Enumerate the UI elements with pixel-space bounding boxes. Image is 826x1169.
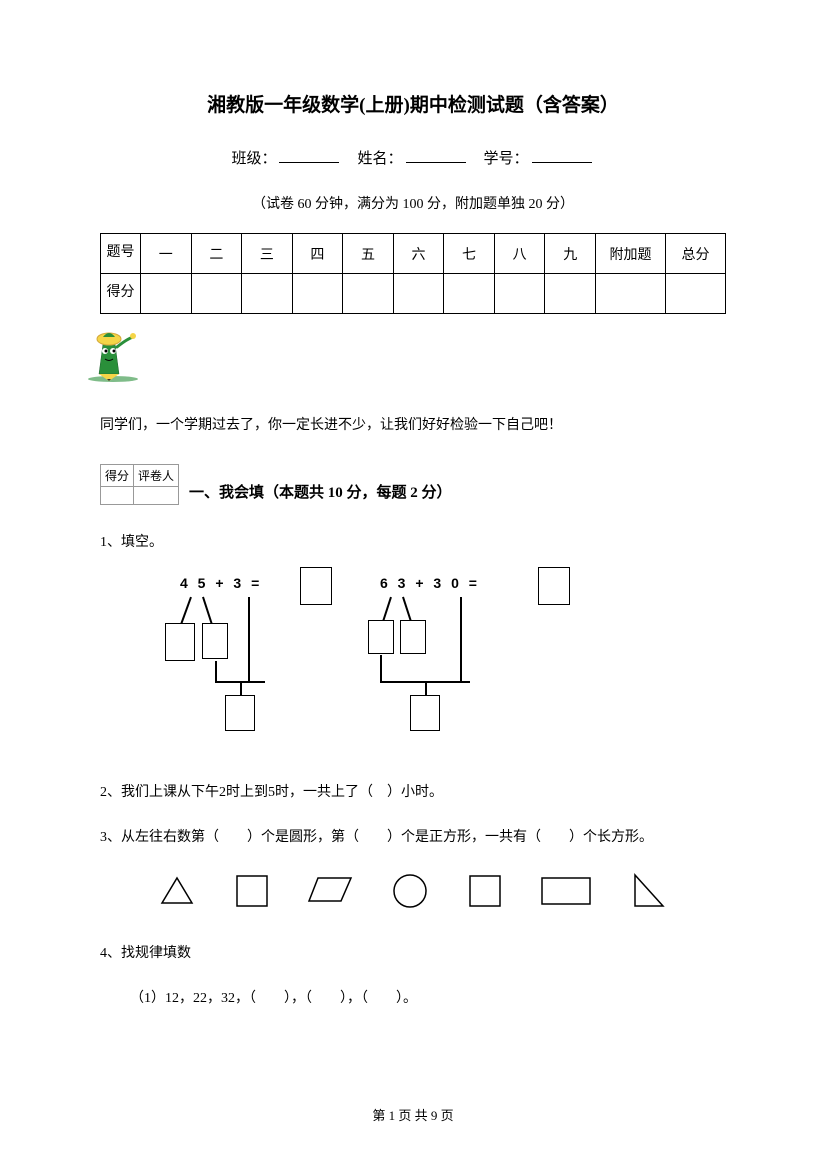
mini-score-cell[interactable] — [101, 487, 134, 505]
question-4: 4、找规律填数 — [100, 941, 726, 966]
score-cell[interactable] — [596, 274, 666, 314]
eq2-text: 6 3 + 3 0 = — [380, 575, 480, 591]
class-input-line[interactable] — [279, 162, 339, 163]
score-cell[interactable] — [141, 274, 192, 314]
square-icon — [465, 873, 505, 908]
pencil-mascot-icon — [85, 329, 726, 389]
parallelogram-icon — [306, 873, 356, 908]
combine-line — [248, 681, 265, 683]
mini-grader-label: 评卷人 — [134, 465, 179, 487]
col-1: 一 — [141, 234, 192, 274]
grader-mini-table: 得分 评卷人 — [100, 464, 179, 505]
question-2: 2、我们上课从下午2时上到5时，一共上了（ ）小时。 — [100, 780, 726, 805]
square-icon — [232, 873, 272, 908]
answer-box[interactable] — [225, 695, 255, 731]
col-8: 八 — [494, 234, 545, 274]
id-input-line[interactable] — [532, 162, 592, 163]
page-footer: 第 1 页 共 9 页 — [0, 1105, 826, 1124]
answer-box[interactable] — [300, 567, 332, 605]
col-2: 二 — [191, 234, 242, 274]
split-line — [202, 597, 212, 624]
score-cell[interactable] — [494, 274, 545, 314]
exam-note: （试卷 60 分钟，满分为 100 分，附加题单独 20 分） — [100, 193, 726, 213]
section-1-title: 一、我会填（本题共 10 分，每题 2 分） — [189, 481, 452, 505]
circle-icon — [390, 871, 430, 911]
name-label: 姓名： — [357, 151, 402, 167]
section-1-header: 得分 评卷人 一、我会填（本题共 10 分，每题 2 分） — [100, 464, 726, 505]
score-cell[interactable] — [393, 274, 444, 314]
id-label: 学号： — [484, 151, 529, 167]
combine-line — [460, 681, 470, 683]
row-label-score: 得分 — [101, 274, 141, 314]
col-5: 五 — [343, 234, 394, 274]
col-total: 总分 — [666, 234, 726, 274]
question-4-sub1: （1）12，22，32，（ ），（ ），（ ）。 — [100, 986, 726, 1011]
combine-line — [425, 681, 427, 696]
split-line — [402, 597, 411, 621]
name-input-line[interactable] — [406, 162, 466, 163]
combine-line — [248, 597, 250, 681]
mini-grader-cell[interactable] — [134, 487, 179, 505]
combine-line — [215, 661, 217, 681]
score-cell[interactable] — [343, 274, 394, 314]
class-label: 班级： — [231, 151, 276, 167]
score-cell[interactable] — [292, 274, 343, 314]
split-line — [180, 597, 191, 624]
answer-box[interactable] — [400, 620, 426, 654]
question-3: 3、从左往右数第（ ）个是圆形，第（ ）个是正方形，一共有（ ）个长方形。 — [100, 825, 726, 850]
score-table: 题号 一 二 三 四 五 六 七 八 九 附加题 总分 得分 — [100, 233, 726, 314]
score-cell[interactable] — [545, 274, 596, 314]
score-cell[interactable] — [444, 274, 495, 314]
row-label-number: 题号 — [101, 234, 141, 274]
eq1-text: 4 5 + 3 = — [180, 575, 262, 591]
combine-line — [460, 597, 462, 681]
col-6: 六 — [393, 234, 444, 274]
right-triangle-icon — [629, 871, 669, 911]
mini-score-label: 得分 — [101, 465, 134, 487]
triangle-icon — [157, 873, 197, 908]
score-cell[interactable] — [191, 274, 242, 314]
answer-box[interactable] — [368, 620, 394, 654]
shapes-row — [100, 871, 726, 911]
answer-box[interactable] — [410, 695, 440, 731]
col-7: 七 — [444, 234, 495, 274]
answer-box[interactable] — [165, 623, 195, 661]
split-line — [382, 597, 391, 621]
score-cell[interactable] — [666, 274, 726, 314]
combine-line — [380, 655, 382, 681]
col-bonus: 附加题 — [596, 234, 666, 274]
intro-text: 同学们，一个学期过去了，你一定长进不少，让我们好好检验一下自己吧！ — [100, 414, 726, 434]
combine-line — [240, 681, 242, 696]
col-3: 三 — [242, 234, 293, 274]
col-9: 九 — [545, 234, 596, 274]
question-1: 1、填空。 — [100, 530, 726, 555]
answer-box[interactable] — [538, 567, 570, 605]
q1-diagram: 4 5 + 3 = 6 3 + 3 0 = — [160, 575, 726, 755]
page-title: 湘教版一年级数学(上册)期中检测试题（含答案） — [100, 90, 726, 117]
col-4: 四 — [292, 234, 343, 274]
student-info-line: 班级： 姓名： 学号： — [100, 147, 726, 168]
answer-box[interactable] — [202, 623, 228, 659]
rectangle-icon — [539, 873, 594, 908]
score-cell[interactable] — [242, 274, 293, 314]
